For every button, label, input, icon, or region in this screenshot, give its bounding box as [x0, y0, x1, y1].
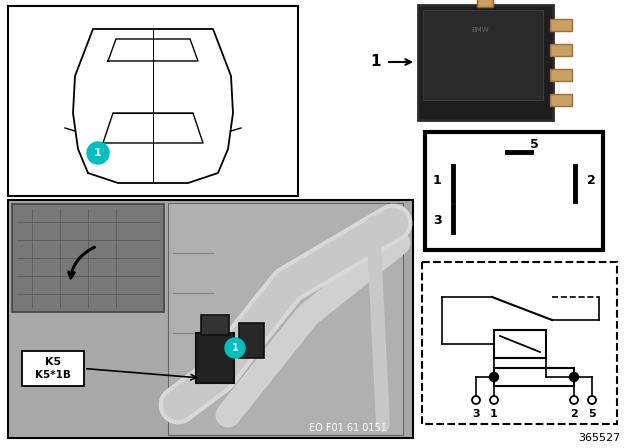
Circle shape	[490, 396, 498, 404]
Text: 1: 1	[371, 55, 381, 69]
Bar	[550, 94, 572, 106]
Text: 365527: 365527	[578, 433, 620, 443]
Bar	[550, 69, 572, 81]
Text: 3: 3	[472, 409, 480, 419]
Text: K5*1B: K5*1B	[35, 370, 71, 380]
Text: EO F01 61 0151: EO F01 61 0151	[309, 423, 387, 433]
Bar	[550, 44, 572, 56]
Circle shape	[588, 396, 596, 404]
Bar	[168, 203, 403, 435]
Circle shape	[87, 142, 109, 164]
Bar	[494, 330, 546, 358]
Bar	[494, 368, 574, 386]
Bar	[239, 323, 264, 358]
Bar	[477, 0, 493, 7]
Bar	[12, 204, 164, 312]
Bar	[8, 6, 298, 196]
Circle shape	[472, 396, 480, 404]
Bar	[418, 5, 553, 120]
Text: BMW: BMW	[472, 27, 490, 33]
Text: K5: K5	[45, 357, 61, 367]
Bar	[422, 262, 617, 424]
Circle shape	[570, 396, 578, 404]
Bar	[8, 200, 413, 438]
Circle shape	[490, 372, 499, 382]
Bar	[550, 19, 572, 31]
Text: 2: 2	[587, 175, 595, 188]
Text: 3: 3	[433, 214, 442, 227]
Text: 2: 2	[570, 409, 578, 419]
Bar	[196, 333, 234, 383]
Bar	[550, 19, 572, 31]
Bar	[201, 315, 229, 335]
Circle shape	[225, 338, 245, 358]
Bar	[22, 351, 84, 386]
Bar	[425, 132, 603, 250]
Circle shape	[570, 372, 579, 382]
Text: 1: 1	[433, 175, 442, 188]
Text: 1: 1	[232, 343, 238, 353]
Text: 5: 5	[530, 138, 538, 151]
Bar	[550, 69, 572, 81]
Bar	[423, 10, 543, 100]
Bar	[550, 44, 572, 56]
Text: 1: 1	[94, 148, 102, 158]
Text: 1: 1	[490, 409, 498, 419]
Text: 5: 5	[588, 409, 596, 419]
Bar	[550, 94, 572, 106]
